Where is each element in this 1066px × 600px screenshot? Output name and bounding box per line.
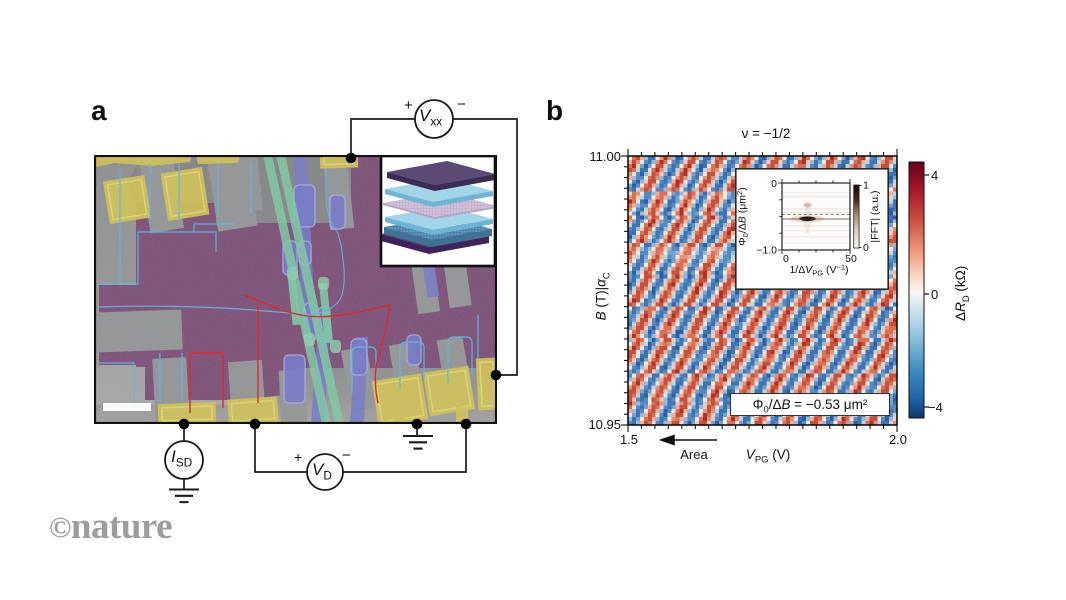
svg-text:0: 0 [783, 253, 789, 265]
svg-text:50: 50 [845, 253, 857, 265]
svg-text:0: 0 [863, 242, 869, 254]
svg-text:0: 0 [771, 178, 777, 190]
svg-text:−1.0: −1.0 [756, 245, 777, 257]
svg-text:|FFT| (a.u.): |FFT| (a.u.) [869, 190, 881, 242]
svg-text:1/ΔVPG (V−1): 1/ΔVPG (V−1) [789, 263, 848, 278]
svg-text:1: 1 [863, 180, 869, 192]
svg-text:Φ0/ΔB (μm2): Φ0/ΔB (μm2) [735, 187, 750, 245]
